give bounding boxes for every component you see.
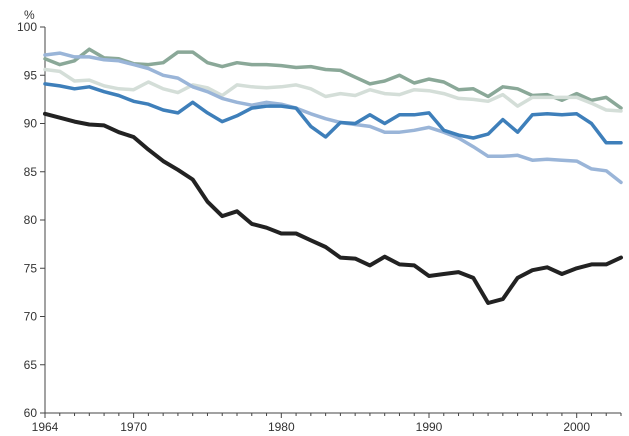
x-tick-label: 2000 [563, 420, 590, 434]
x-tick-label: 1964 [32, 420, 59, 434]
x-axis-ticks: 1964 1970 1980 1990 2000 [32, 413, 622, 434]
y-tick-label: 85 [24, 165, 38, 179]
y-tick-label: 80 [24, 213, 38, 227]
y-tick-label: 65 [24, 358, 38, 372]
y-tick-label: 60 [24, 406, 38, 420]
series-lines [43, 47, 623, 305]
y-tick-label: 75 [24, 261, 38, 275]
x-tick-label: 1980 [268, 420, 295, 434]
y-unit-label: % [24, 8, 35, 22]
series-line-5 [43, 111, 623, 305]
y-tick-label: 70 [24, 310, 38, 324]
y-tick-label: 100 [17, 20, 37, 34]
series-line-4 [43, 82, 623, 145]
x-tick-label: 1970 [120, 420, 147, 434]
y-axis-ticks: 60 65 70 75 80 85 90 95 100 [17, 20, 45, 420]
chart-axes [44, 27, 621, 414]
series-line-2 [43, 67, 623, 113]
y-tick-label: 90 [24, 117, 38, 131]
y-tick-label: 95 [24, 68, 38, 82]
series-line-3 [43, 51, 623, 185]
x-tick-label: 1990 [416, 420, 443, 434]
series-line-1 [43, 47, 623, 110]
